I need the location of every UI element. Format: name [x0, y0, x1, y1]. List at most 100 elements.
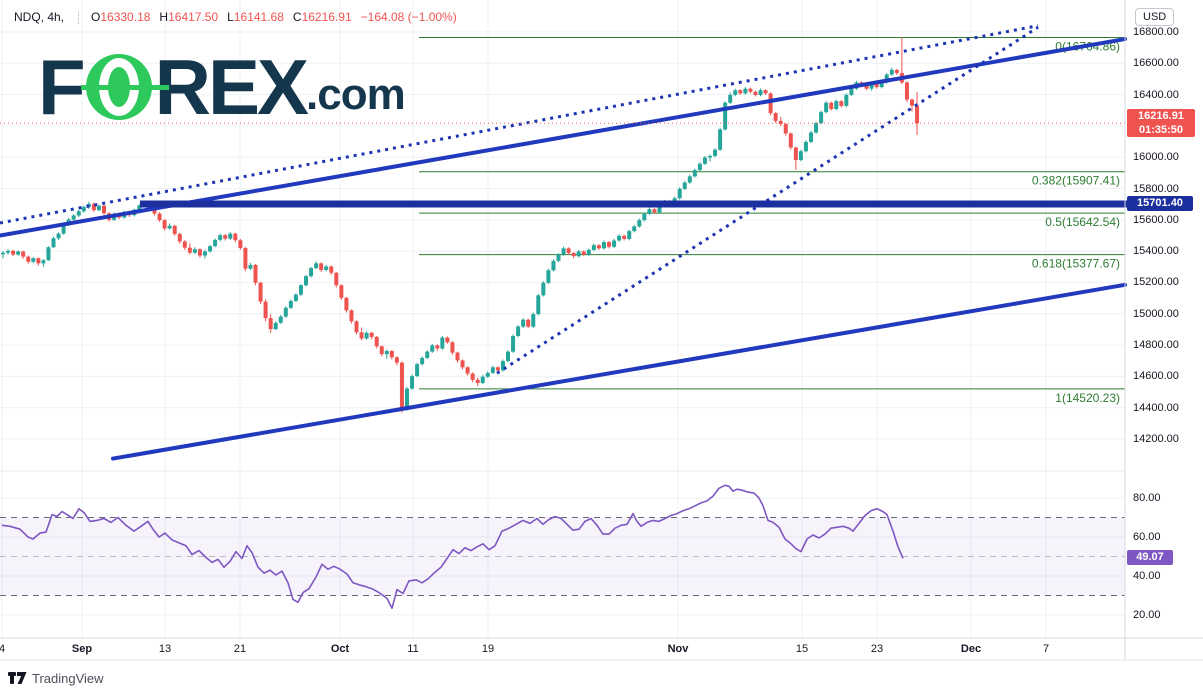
candle-body: [137, 205, 142, 210]
candle-body: [713, 149, 718, 156]
candle-body: [470, 373, 475, 380]
candle-body: [657, 206, 662, 213]
candle-body: [803, 141, 808, 152]
candle-body: [632, 226, 637, 232]
candle-body: [864, 85, 869, 89]
candle-body: [334, 272, 339, 286]
candle-body: [814, 123, 819, 133]
candle-body: [521, 319, 526, 327]
price-tick-label: 15400.00: [1133, 245, 1179, 258]
symbol-legend[interactable]: NDQ, 4h, O16330.18 H16417.50 L16141.68 C…: [14, 10, 457, 24]
time-tick-label: 19: [481, 643, 495, 655]
candle-body: [733, 90, 738, 95]
price-tick-label: 15000.00: [1133, 307, 1179, 320]
time-tick-label: 4: [0, 643, 6, 655]
rsi-tick-label: 20.00: [1133, 609, 1161, 621]
candle-body: [172, 225, 177, 234]
candle-body: [314, 263, 319, 269]
candle-body: [511, 335, 516, 352]
candle-body: [21, 251, 26, 257]
candle-body: [208, 246, 213, 252]
level-price-badge: 15701.40: [1127, 196, 1193, 211]
time-tick-label: 23: [870, 643, 884, 655]
candle-body: [102, 205, 106, 214]
candle-body: [56, 233, 61, 239]
candle-body: [384, 351, 389, 355]
candle-body: [642, 213, 647, 221]
candle-body: [36, 258, 41, 264]
fib-level-label: 0.382(15907.41): [1032, 174, 1120, 188]
candle-body: [410, 376, 415, 389]
tradingview-attribution[interactable]: TradingView: [8, 671, 104, 686]
candle-body: [405, 388, 409, 409]
candle-body: [76, 211, 81, 216]
candle-body: [324, 266, 329, 270]
candle-body: [319, 263, 324, 270]
candle-body: [329, 266, 334, 273]
candle-body: [177, 233, 182, 242]
trendline-upper-wedge-dotted: [0, 24, 1039, 225]
candle-body: [586, 249, 591, 255]
candle-body: [743, 88, 748, 94]
rsi-tick-label: 80.00: [1133, 492, 1161, 504]
currency-badge[interactable]: USD: [1135, 8, 1175, 26]
fib-level-label: 1(14520.23): [1055, 391, 1120, 405]
price-tick-label: 15800.00: [1133, 182, 1179, 195]
candle-body: [708, 155, 712, 158]
candle-body: [61, 224, 66, 234]
rsi-value-badge: 49.07: [1127, 550, 1173, 565]
candle-body: [844, 94, 849, 106]
time-tick-label: 11: [407, 643, 419, 655]
candle-body: [233, 233, 238, 241]
bar-countdown: 01:35:50: [1138, 124, 1184, 136]
candle-body: [652, 209, 657, 213]
candle-body: [788, 133, 793, 148]
candle-body: [596, 245, 601, 249]
price-tick-label: 16800.00: [1133, 26, 1179, 38]
forex-logo-rex: REX: [154, 43, 309, 131]
candle-body: [46, 247, 51, 261]
candle-body: [480, 376, 485, 383]
candle-body: [581, 251, 586, 255]
candle-body: [601, 242, 606, 249]
candle-body: [506, 351, 510, 362]
candle-body: [702, 157, 707, 164]
candle-body: [187, 247, 192, 253]
candle-body: [773, 113, 778, 121]
legend-separator: [78, 10, 80, 24]
candle-body: [465, 367, 470, 374]
candle-body: [485, 372, 490, 377]
candle-body: [364, 332, 369, 339]
candle-body: [778, 120, 783, 125]
candle-body: [627, 231, 632, 239]
candle-body: [354, 321, 359, 333]
candle-body: [440, 337, 445, 349]
forex-logo-o-icon: [80, 54, 169, 120]
candle-body: [718, 129, 723, 150]
candle-body: [748, 88, 753, 92]
candle-body: [617, 235, 622, 241]
candle-body: [268, 318, 273, 330]
candle-body: [445, 337, 450, 343]
ohlc-close: C16216.91: [292, 10, 352, 24]
time-tick-label: Dec: [960, 643, 982, 655]
candle-body: [556, 254, 561, 261]
candle-body: [576, 251, 581, 257]
candle-body: [591, 245, 596, 250]
candle-body: [551, 260, 556, 271]
trendline-lower-channel-solid: [111, 282, 1127, 461]
price-tick-label: 15200.00: [1133, 276, 1179, 289]
candle-body: [819, 112, 824, 124]
candle-body: [728, 94, 733, 103]
candle-body: [359, 332, 364, 339]
candle-body: [768, 93, 773, 114]
ohlc-open: O16330.18: [91, 10, 151, 24]
candle-body: [213, 239, 218, 247]
candle-body: [228, 233, 233, 239]
candle-body: [869, 83, 874, 89]
candle-body: [218, 235, 223, 240]
candle-body: [344, 297, 349, 311]
candle-body: [288, 300, 293, 308]
candle-body: [455, 352, 460, 361]
